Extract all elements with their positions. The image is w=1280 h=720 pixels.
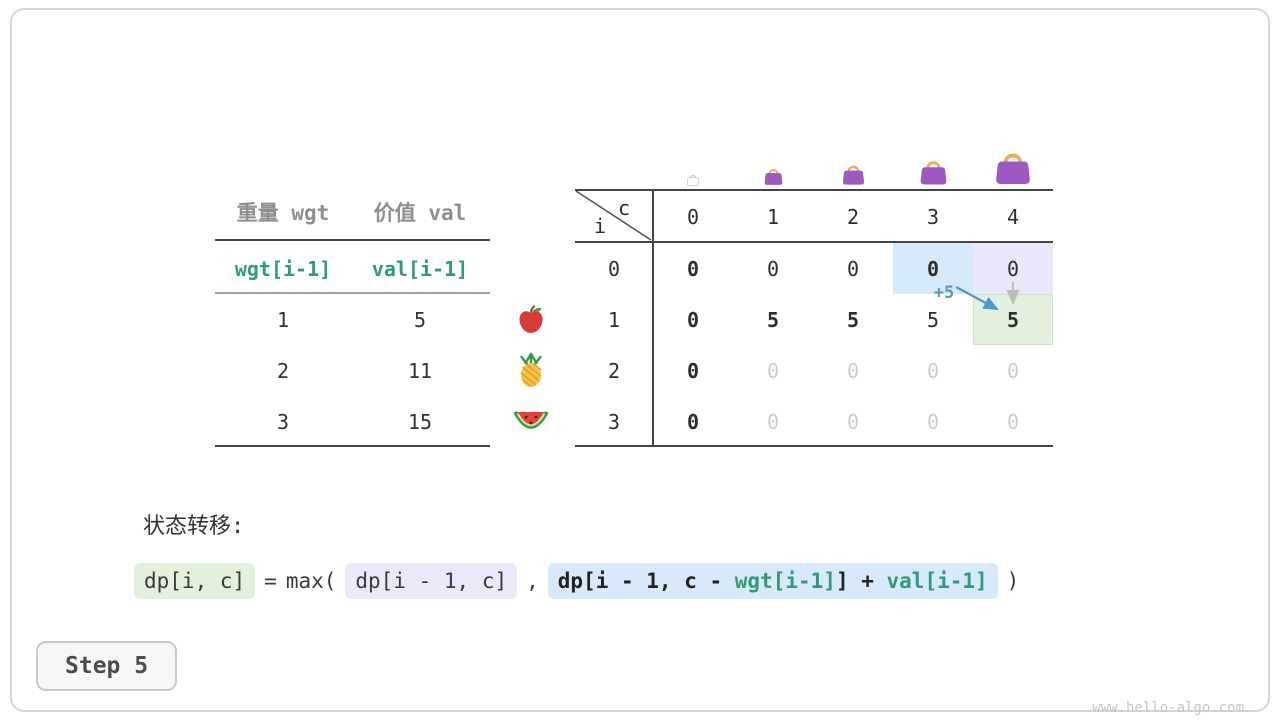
weights-col-header: 重量 wgt [236,201,330,225]
apple-icon [516,304,546,335]
transition-label: 状态转移: [143,514,245,539]
bag-icon [763,166,784,186]
step-button[interactable]: Step 5 [36,641,178,691]
val-formula-label: val[i-1] [371,257,469,281]
dp-col-header: 3 [926,204,940,229]
formula-lhs-chip: dp[i, c] [134,563,256,599]
corner-col-label: c [617,196,630,220]
term2-part2: ] + [835,569,887,593]
dp-cell: 0 [686,409,700,434]
dp-row-header: 3 [607,409,621,434]
term2-val: val[i-1] [886,569,988,593]
dp-cell: 0 [1006,409,1020,434]
value-cell: 15 [407,410,433,434]
dp-row-header: 2 [607,358,621,383]
dp-header-line [575,241,1053,243]
corner-row-label: i [594,214,607,238]
weight-cell: 2 [276,359,290,383]
dp-cell: 0 [973,243,1053,294]
formula-term2-chip: dp[i - 1, c - wgt[i-1]] + val[i-1] [547,563,998,599]
dp-cell: 0 [686,256,700,281]
dp-cell: 0 [846,358,860,383]
value-cell: 11 [407,359,433,383]
dp-cell: 0 [1006,358,1020,383]
dp-cell: 5 [846,307,860,332]
weights-bottom-line [215,445,490,447]
dp-cell: 0 [766,256,780,281]
dp-cell: 0 [926,358,940,383]
dp-cell: 0 [846,409,860,434]
dp-col-header: 2 [846,204,860,229]
weight-cell: 3 [276,410,290,434]
dp-cell: 5 [973,294,1053,345]
dp-row-header: 0 [607,256,621,281]
dp-cell: 0 [846,256,860,281]
dp-row-header: 1 [607,307,621,332]
formula-term1-chip: dp[i - 1, c] [345,563,518,599]
watermelon-icon [513,406,549,436]
wgt-formula-label: wgt[i-1] [234,257,332,281]
values-col-header: 价值 val [373,201,467,225]
dp-vertical-line [652,189,654,447]
bag-icon [918,157,949,186]
dp-cell: 5 [926,307,940,332]
bag-icon [841,162,866,186]
transition-formula: dp[i, c] = max( dp[i - 1, c] , dp[i - 1,… [134,559,1019,603]
dp-col-header: 0 [686,204,700,229]
term2-part1: dp[i - 1, c - [557,569,735,593]
weights-formula-line [215,292,490,294]
dp-cell: 0 [926,409,940,434]
close-paren: ) [1006,569,1020,593]
watermark: www.hello-algo.com [1092,700,1244,716]
dp-cell: 0 [686,358,700,383]
plus-annotation: +5 [933,283,955,303]
bag-icon [686,173,700,186]
dp-cell: 5 [766,307,780,332]
equals-sign: = [264,569,277,593]
dp-cell: 0 [766,358,780,383]
bag-icon [993,148,1033,186]
value-cell: 5 [413,308,427,332]
dp-col-header: 1 [766,204,780,229]
dp-col-header: 4 [1006,204,1020,229]
weights-header-line [215,239,490,241]
max-open: max( [285,569,337,593]
term2-wgt: wgt[i-1] [734,569,836,593]
comma: , [526,569,539,593]
dp-bottom-line [575,445,1053,447]
dp-top-line [575,189,1053,191]
pineapple-icon [518,352,545,388]
dp-cell: 0 [766,409,780,434]
weight-cell: 1 [276,308,290,332]
dp-cell: 0 [893,243,973,294]
dp-cell: 0 [686,307,700,332]
